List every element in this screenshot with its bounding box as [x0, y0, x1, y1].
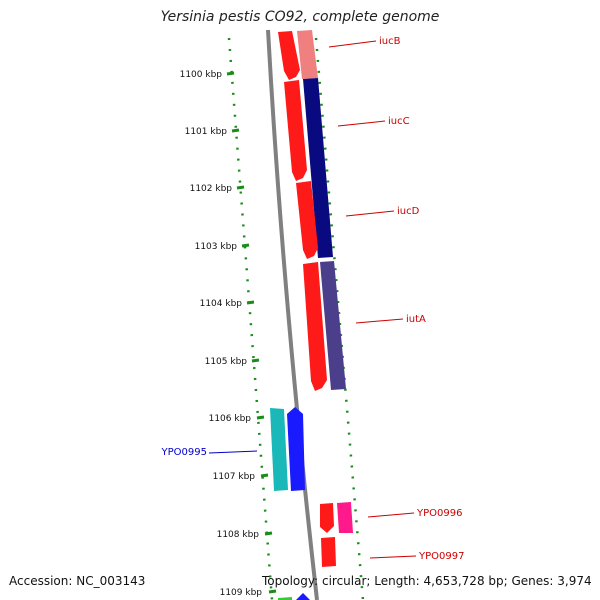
gene-iucD-forward[interactable] — [296, 181, 318, 259]
gene-label-YPO0997[interactable]: YPO0997 — [418, 551, 464, 562]
gene-label-YPO0995[interactable]: YPO0995 — [161, 447, 207, 458]
ruler-label-1107: 1107 kbp — [213, 472, 256, 482]
leader-YPO0996 — [367, 512, 415, 518]
ruler-ticks — [226, 71, 277, 594]
accession-text: Accession: NC_003143 — [9, 574, 146, 588]
gene-label-iutA[interactable]: iutA — [406, 314, 426, 325]
gene-YPO0996-forward[interactable] — [320, 503, 334, 533]
leader-iucB — [328, 40, 377, 48]
gene-bottom-green[interactable] — [278, 597, 292, 600]
ruler-label-1103: 1103 kbp — [195, 242, 238, 252]
gene-YPO0996-reverse[interactable] — [337, 502, 353, 533]
ruler-labels: 1100 kbp 1101 kbp 1102 kbp 1103 kbp 1104… — [180, 70, 263, 598]
gene-iutA-reverse[interactable] — [320, 261, 346, 390]
gene-iutA-forward[interactable] — [303, 262, 327, 391]
gene-YPO0997-forward[interactable] — [321, 537, 336, 567]
gene-iucB-reverse[interactable] — [297, 30, 318, 79]
gene-bottom-blue[interactable] — [296, 593, 310, 600]
ruler-label-1104: 1104 kbp — [200, 299, 243, 309]
ruler-label-1109: 1109 kbp — [220, 588, 263, 598]
leader-YPO0995 — [208, 450, 258, 454]
tick-1103 — [241, 243, 250, 248]
gene-YPO0995-b[interactable] — [287, 407, 305, 491]
label-leaders — [208, 40, 417, 559]
tick-1100 — [226, 71, 235, 76]
leader-iucD — [345, 210, 395, 217]
leader-iucC — [337, 120, 386, 127]
tick-1104 — [246, 300, 255, 305]
gene-YPO0995-a[interactable] — [270, 408, 288, 491]
gene-iucC-forward[interactable] — [284, 80, 307, 181]
tick-1107 — [260, 473, 269, 478]
gene-iucB-forward[interactable] — [278, 31, 300, 80]
tick-1101 — [231, 128, 240, 133]
leader-iutA — [355, 318, 404, 324]
genome-summary-text: Topology: circular; Length: 4,653,728 bp… — [262, 574, 592, 588]
gene-label-iucD[interactable]: iucD — [397, 206, 420, 217]
tick-1108 — [264, 531, 273, 536]
gene-iucC-reverse[interactable] — [303, 78, 333, 258]
ruler-label-1106: 1106 kbp — [209, 414, 252, 424]
ruler-label-1108: 1108 kbp — [217, 530, 260, 540]
ruler-label-1102: 1102 kbp — [190, 184, 233, 194]
gene-labels[interactable]: iucB iucC iucD iutA YPO0995 YPO0996 YPO0… — [161, 36, 465, 562]
tick-1105 — [251, 358, 260, 363]
genome-backbone — [266, 29, 319, 600]
ruler-label-1101: 1101 kbp — [185, 127, 228, 137]
map-title: Yersinia pestis CO92, complete genome — [160, 9, 440, 25]
ruler-label-1100: 1100 kbp — [180, 70, 223, 80]
ruler-left-dots — [227, 37, 274, 600]
gene-features[interactable] — [270, 30, 353, 600]
tick-1102 — [236, 185, 245, 190]
leader-YPO0997 — [369, 555, 417, 559]
gene-label-YPO0996[interactable]: YPO0996 — [416, 508, 462, 519]
tick-1106 — [256, 415, 265, 420]
gene-label-iucB[interactable]: iucB — [379, 36, 401, 47]
ruler-label-1105: 1105 kbp — [205, 357, 248, 367]
gene-label-iucC[interactable]: iucC — [388, 116, 410, 127]
tick-1109 — [268, 589, 277, 594]
